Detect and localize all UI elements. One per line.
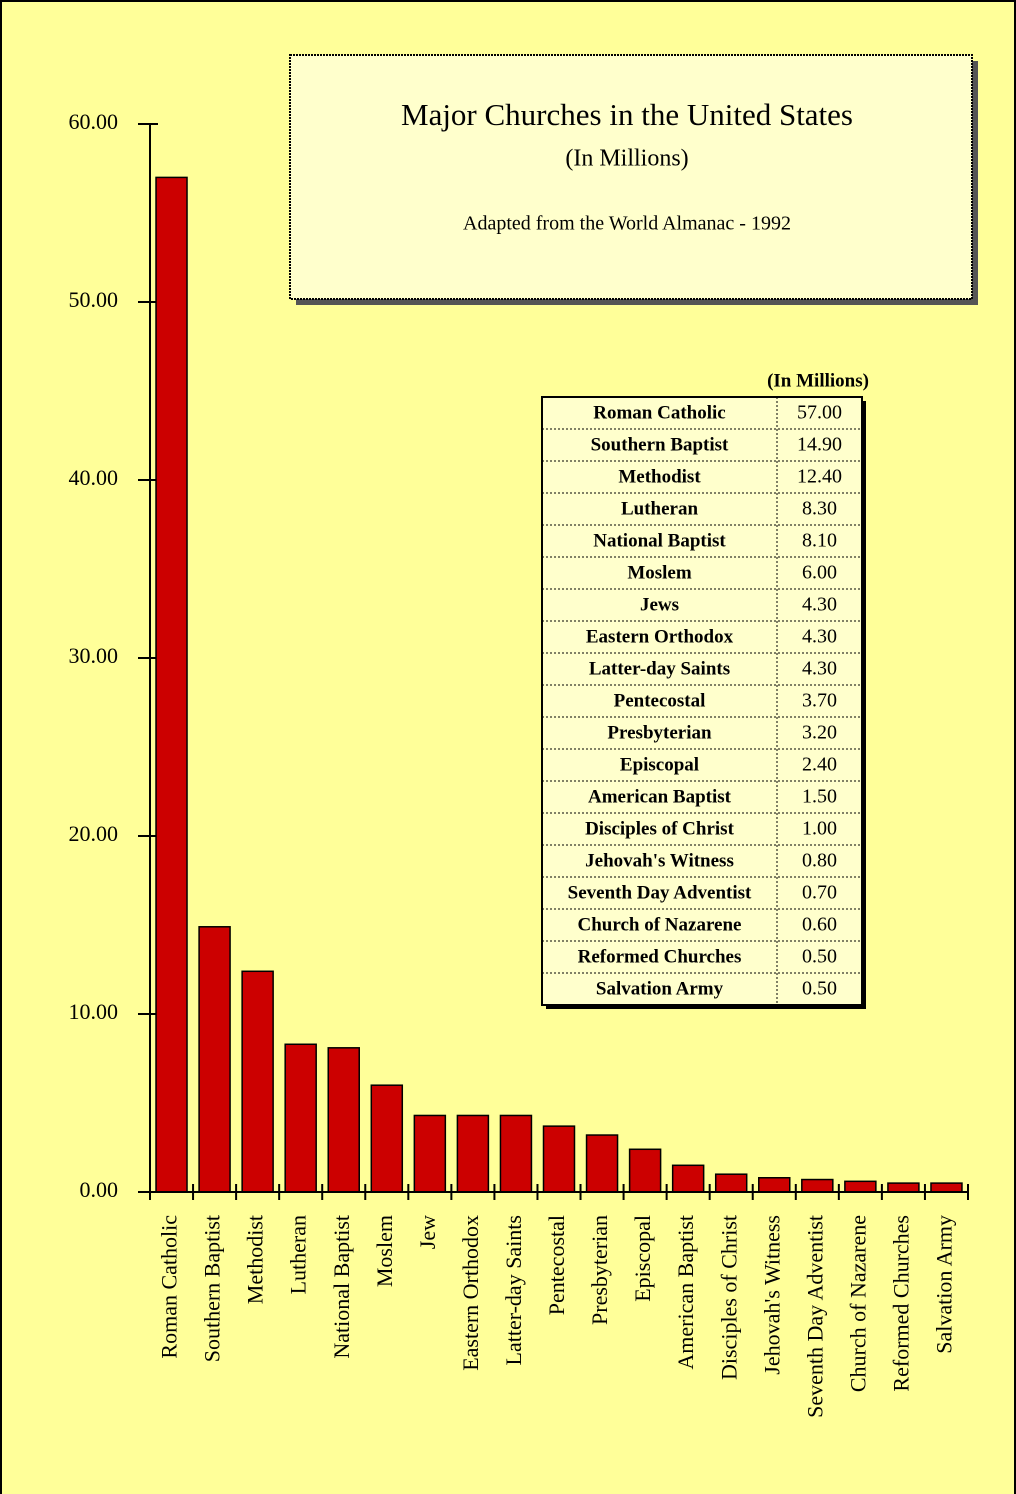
table-value: 14.90 (797, 434, 842, 456)
table-name: Southern Baptist (591, 434, 729, 455)
chart-note: Adapted from the World Almanac - 1992 (463, 213, 791, 235)
x-tick-label: Methodist (243, 1215, 268, 1304)
bar (542, 1125, 576, 1193)
bar (499, 1114, 533, 1193)
x-tick-label: Southern Baptist (200, 1215, 225, 1362)
x-tick-label: Seventh Day Adventist (802, 1215, 827, 1418)
table-name: Episcopal (620, 754, 699, 775)
x-tick-label: Jew (415, 1215, 440, 1249)
table-value: 0.50 (802, 946, 837, 968)
table (541, 396, 863, 1006)
x-tick-label: Lutheran (286, 1215, 311, 1294)
table-name: Lutheran (621, 498, 699, 519)
bar (801, 1178, 834, 1193)
x-tick-label: Eastern Orthodox (458, 1215, 483, 1371)
table-value: 57.00 (797, 402, 842, 424)
x-tick-label: Pentecostal (544, 1215, 569, 1315)
bar (198, 926, 231, 1193)
table-value: 12.40 (797, 466, 842, 488)
table-name: Church of Nazarene (578, 914, 742, 935)
bar (930, 1182, 963, 1193)
table-name: Reformed Churches (578, 946, 742, 967)
x-tick-label: Church of Nazarene (845, 1215, 870, 1392)
title-box (289, 54, 973, 300)
table-value: 4.30 (802, 626, 837, 648)
bar (413, 1114, 447, 1193)
x-tick-label: Reformed Churches (888, 1215, 913, 1392)
bar (456, 1114, 490, 1193)
bar (585, 1134, 619, 1193)
table-value: 3.20 (802, 722, 837, 744)
table-name: Moslem (627, 562, 692, 583)
y-tick-label: 50.00 (69, 287, 119, 312)
bar (671, 1164, 705, 1193)
table-value: 0.50 (802, 978, 837, 1000)
x-tick-label: Salvation Army (932, 1215, 957, 1354)
bar (628, 1148, 662, 1193)
table-name: Methodist (618, 466, 701, 487)
x-tick-label: Moslem (372, 1215, 397, 1287)
table-value: 8.10 (802, 530, 837, 552)
table-name: Salvation Army (596, 978, 724, 999)
table-name: Jehovah's Witness (585, 850, 734, 871)
table-name: Disciples of Christ (585, 818, 735, 839)
x-tick-label: Roman Catholic (157, 1215, 182, 1359)
table-name: Jews (640, 594, 679, 615)
bar (887, 1182, 920, 1193)
table-value: 3.70 (802, 690, 837, 712)
bar (284, 1043, 317, 1193)
table-value: 4.30 (802, 658, 837, 680)
bar (327, 1047, 360, 1193)
table-name: Eastern Orthodox (586, 626, 734, 647)
y-tick-label: 10.00 (69, 999, 119, 1024)
chart-subtitle: (In Millions) (565, 146, 688, 172)
y-tick-label: 0.00 (80, 1177, 119, 1202)
x-tick-label: American Baptist (673, 1215, 698, 1370)
table-name: Presbyterian (607, 722, 712, 743)
table-value: 1.50 (802, 786, 837, 808)
table-name: Pentecostal (614, 690, 706, 711)
x-tick-label: Disciples of Christ (716, 1215, 741, 1380)
table-name: Seventh Day Adventist (568, 882, 752, 903)
y-tick-label: 60.00 (69, 109, 119, 134)
bar (155, 176, 188, 1193)
x-tick-label: Jehovah's Witness (759, 1215, 784, 1375)
table-name: Latter-day Saints (589, 658, 730, 679)
table-value: 0.60 (802, 914, 837, 936)
bar (714, 1173, 748, 1193)
bar (844, 1180, 877, 1193)
table-name: Roman Catholic (593, 402, 725, 423)
table-value: 0.70 (802, 882, 837, 904)
y-tick-label: 30.00 (69, 643, 119, 668)
y-tick-label: 40.00 (69, 465, 119, 490)
table-value: 0.80 (802, 850, 837, 872)
chart-title: Major Churches in the United States (401, 97, 853, 132)
table-value: 1.00 (802, 818, 837, 840)
bar (370, 1084, 404, 1193)
table-name: American Baptist (588, 786, 732, 807)
table-value: 2.40 (802, 754, 837, 776)
x-tick-label: Latter-day Saints (501, 1215, 526, 1365)
table-value: 6.00 (802, 562, 837, 584)
x-tick-label: Presbyterian (587, 1215, 612, 1325)
table-header: (In Millions) (767, 370, 869, 391)
x-tick-label: Episcopal (630, 1215, 655, 1302)
bar (758, 1177, 791, 1193)
table-value: 8.30 (802, 498, 837, 520)
table-name: National Baptist (593, 530, 726, 551)
x-tick-label: National Baptist (329, 1215, 354, 1359)
bar (241, 970, 274, 1193)
y-tick-label: 20.00 (69, 821, 119, 846)
table-value: 4.30 (802, 594, 837, 616)
